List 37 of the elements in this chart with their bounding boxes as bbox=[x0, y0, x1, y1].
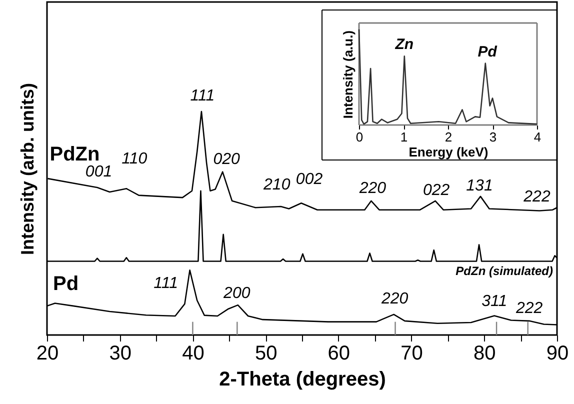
x-tick-label: 0 bbox=[356, 130, 364, 144]
y-axis-title: Intensity (a.u.) bbox=[340, 30, 356, 119]
x-tick-label: 60 bbox=[328, 342, 350, 364]
x-tick-label: 3 bbox=[489, 130, 497, 144]
annotation: 222 bbox=[522, 188, 550, 206]
x-tick-label: 50 bbox=[254, 342, 278, 364]
annotation: 311 bbox=[482, 292, 508, 310]
x-axis-title: 2-Theta (degrees) bbox=[219, 368, 386, 390]
x-tick-label: 2 bbox=[444, 130, 452, 144]
annotation: 220 bbox=[358, 180, 386, 197]
x-tick-label: 30 bbox=[109, 342, 132, 364]
annotation: 111 bbox=[190, 88, 215, 105]
annotation: 131 bbox=[466, 177, 493, 194]
x-tick-label: 90 bbox=[546, 342, 569, 364]
annotation: 210 bbox=[262, 176, 290, 194]
annotation: 022 bbox=[422, 182, 450, 199]
annotation: Zn bbox=[394, 36, 414, 54]
x-tick-label: 40 bbox=[182, 342, 204, 364]
annotation: 110 bbox=[122, 150, 148, 168]
x-tick-label: 1 bbox=[400, 130, 408, 144]
x-tick-label: 80 bbox=[474, 342, 496, 364]
annotation: Pd bbox=[478, 43, 498, 60]
annotation: 200 bbox=[222, 285, 250, 302]
x-tick-label: 20 bbox=[36, 342, 59, 364]
series-label: PdZn bbox=[50, 144, 100, 166]
x-axis-title: Energy (keV) bbox=[408, 144, 488, 160]
annotation: 020 bbox=[213, 150, 240, 168]
annotation: 111 bbox=[154, 275, 178, 292]
x-tick-label: 70 bbox=[400, 342, 423, 364]
x-tick-label: 4 bbox=[534, 130, 542, 144]
annotation: 002 bbox=[296, 171, 323, 188]
series-label: PdZn (simulated) bbox=[456, 264, 553, 278]
y-axis-title: Intensity (arb. units) bbox=[18, 82, 38, 256]
annotation: 001 bbox=[85, 163, 112, 180]
annotation: 220 bbox=[380, 290, 408, 308]
series-label: Pd bbox=[53, 272, 79, 295]
annotation: 222 bbox=[514, 300, 543, 317]
